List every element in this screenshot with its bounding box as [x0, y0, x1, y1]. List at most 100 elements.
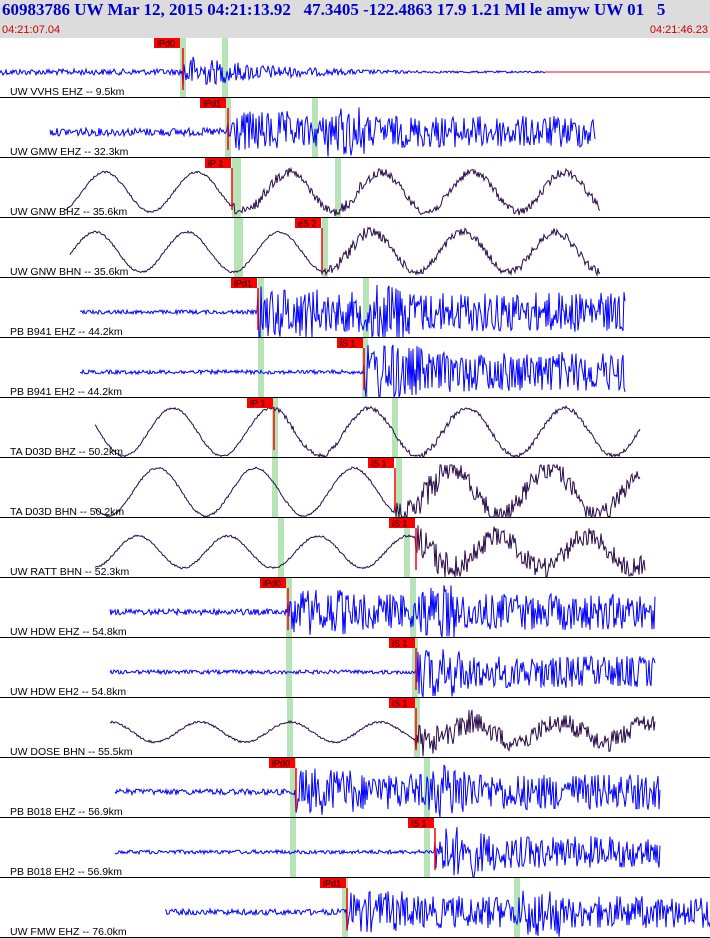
pick-window	[424, 818, 430, 878]
waveform	[109, 585, 656, 638]
waveform	[69, 226, 601, 278]
pick-window	[392, 398, 398, 458]
pick-flag[interactable]	[231, 278, 257, 288]
pick-window	[258, 338, 264, 398]
waveform	[79, 344, 626, 398]
pick-window	[286, 578, 292, 638]
pick-window	[222, 38, 228, 98]
waveform	[114, 826, 661, 878]
pick-flag[interactable]	[320, 878, 346, 888]
trace-row: iS 1 TA D03D BHN -- 50.2km	[0, 458, 710, 519]
pick-label: iS 1	[340, 339, 356, 349]
pick-window	[396, 458, 402, 518]
pick-window	[286, 638, 292, 698]
trace-row: iS 1 PB B941 EH2 -- 44.2km	[0, 338, 710, 398]
pick-flag[interactable]	[205, 158, 231, 168]
pick-flag[interactable]	[295, 218, 321, 228]
pick-label: iS 1	[392, 519, 408, 529]
trace-row: iPd1 UW GMW EHZ -- 32.3km	[0, 98, 710, 158]
waveform	[94, 405, 641, 459]
pick-flag[interactable]	[389, 698, 415, 708]
waveform	[79, 284, 626, 339]
pick-window	[335, 158, 341, 218]
station-label: UW HDW EH2 -- 54.8km	[10, 686, 126, 698]
pick-label: iPd1	[323, 879, 341, 889]
pick-window	[410, 578, 416, 638]
waveform	[109, 709, 656, 757]
station-label: TA D03D BHZ -- 50.2km	[10, 446, 123, 458]
pick-label: iPd0	[272, 759, 290, 769]
pick-window	[278, 518, 284, 578]
pick-window	[363, 278, 369, 338]
station-label: PB B018 EHZ -- 56.9km	[10, 806, 123, 818]
waveform	[114, 764, 661, 818]
pick-label: eS 2	[298, 219, 317, 229]
waveform	[64, 166, 601, 217]
station-label: PB B941 EHZ -- 44.2km	[10, 326, 123, 338]
pick-label: iS 1	[371, 459, 387, 469]
pick-flag[interactable]	[247, 398, 273, 408]
pick-flag[interactable]	[389, 518, 415, 528]
trace-row: iS 1 UW RATT BHN -- 52.3km	[0, 518, 710, 578]
station-label: UW FMW EHZ -- 76.0km	[10, 926, 127, 938]
waveform	[49, 107, 596, 157]
station-label: TA D03D BHN -- 50.2km	[10, 506, 124, 518]
trace-row: iS 1 PB B018 EH2 -- 56.9km	[0, 818, 710, 878]
pick-flag[interactable]	[154, 38, 180, 48]
pick-label: iPd1	[234, 279, 252, 289]
trace-row: iS 1 UW DOSE BHN -- 55.5km	[0, 698, 710, 758]
pick-window	[232, 158, 241, 218]
pick-window	[234, 218, 243, 278]
pick-flag[interactable]	[260, 578, 286, 588]
pick-label: iPd0	[157, 39, 175, 49]
pick-window	[362, 338, 368, 398]
waveform	[94, 525, 646, 578]
pick-flag[interactable]	[269, 758, 295, 768]
event-title: 60983786 UW Mar 12, 2015 04:21:13.92 47.…	[2, 0, 666, 19]
pick-label: iP 1	[208, 159, 223, 169]
trace-row: eS 2 UW GNW BHN -- 35.6km	[0, 218, 710, 278]
pick-label: iPd1	[203, 99, 221, 109]
trace-row: iP 1 UW GNW BHZ -- 35.6km	[0, 158, 710, 218]
pick-window	[290, 758, 296, 818]
station-label: UW HDW EHZ -- 54.8km	[10, 626, 127, 638]
start-time: 04:21:07.04	[2, 24, 61, 36]
station-label: UW GMW EHZ -- 32.3km	[10, 146, 129, 158]
pick-window	[404, 518, 410, 578]
waveform	[94, 463, 641, 519]
pick-flag[interactable]	[368, 458, 394, 468]
pick-flag[interactable]	[408, 818, 434, 828]
pick-flag[interactable]	[389, 638, 415, 648]
pick-window	[312, 98, 318, 158]
station-label: PB B941 EH2 -- 44.2km	[10, 386, 122, 398]
pick-window	[290, 818, 296, 878]
station-label: UW GNW BHN -- 35.6km	[10, 266, 129, 278]
pick-flag[interactable]	[337, 338, 363, 348]
station-label: UW VVHS EHZ -- 9.5km	[10, 86, 125, 98]
pick-window	[342, 878, 348, 938]
pick-window	[424, 758, 430, 818]
trace-row: iPd0 UW HDW EHZ -- 54.8km	[0, 578, 710, 638]
pick-window	[272, 398, 278, 458]
pick-label: iS 1	[392, 639, 408, 649]
seismogram-panel: iPd0 UW VVHS EHZ -- 9.5km iPd1 UW GMW EHZ -…	[0, 38, 710, 938]
pick-label: iS 1	[392, 699, 408, 709]
pick-window	[414, 698, 420, 758]
pick-window	[287, 698, 293, 758]
pick-flag[interactable]	[200, 98, 226, 108]
pick-label: iPd0	[263, 579, 281, 589]
station-label: UW DOSE BHN -- 55.5km	[10, 746, 133, 758]
trace-row: iPd1 PB B941 EHZ -- 44.2km	[0, 278, 710, 339]
pick-label: iS 1	[411, 819, 427, 829]
trace-row: iS 1 UW HDW EH2 -- 54.8km	[0, 638, 710, 698]
waveform	[0, 56, 546, 87]
trace-row: iP 1 TA D03D BHZ -- 50.2km	[0, 398, 710, 459]
waveform	[165, 890, 710, 937]
pick-window	[272, 458, 278, 518]
pick-label: iP 1	[250, 399, 265, 409]
trace-row: iPd0 UW VVHS EHZ -- 9.5km	[0, 38, 710, 98]
trace-row: iPd1 UW FMW EHZ -- 76.0km	[0, 878, 710, 938]
pick-window	[412, 638, 418, 698]
end-time: 04:21:46.23	[649, 24, 708, 36]
station-label: UW GNW BHZ -- 35.6km	[10, 206, 128, 218]
